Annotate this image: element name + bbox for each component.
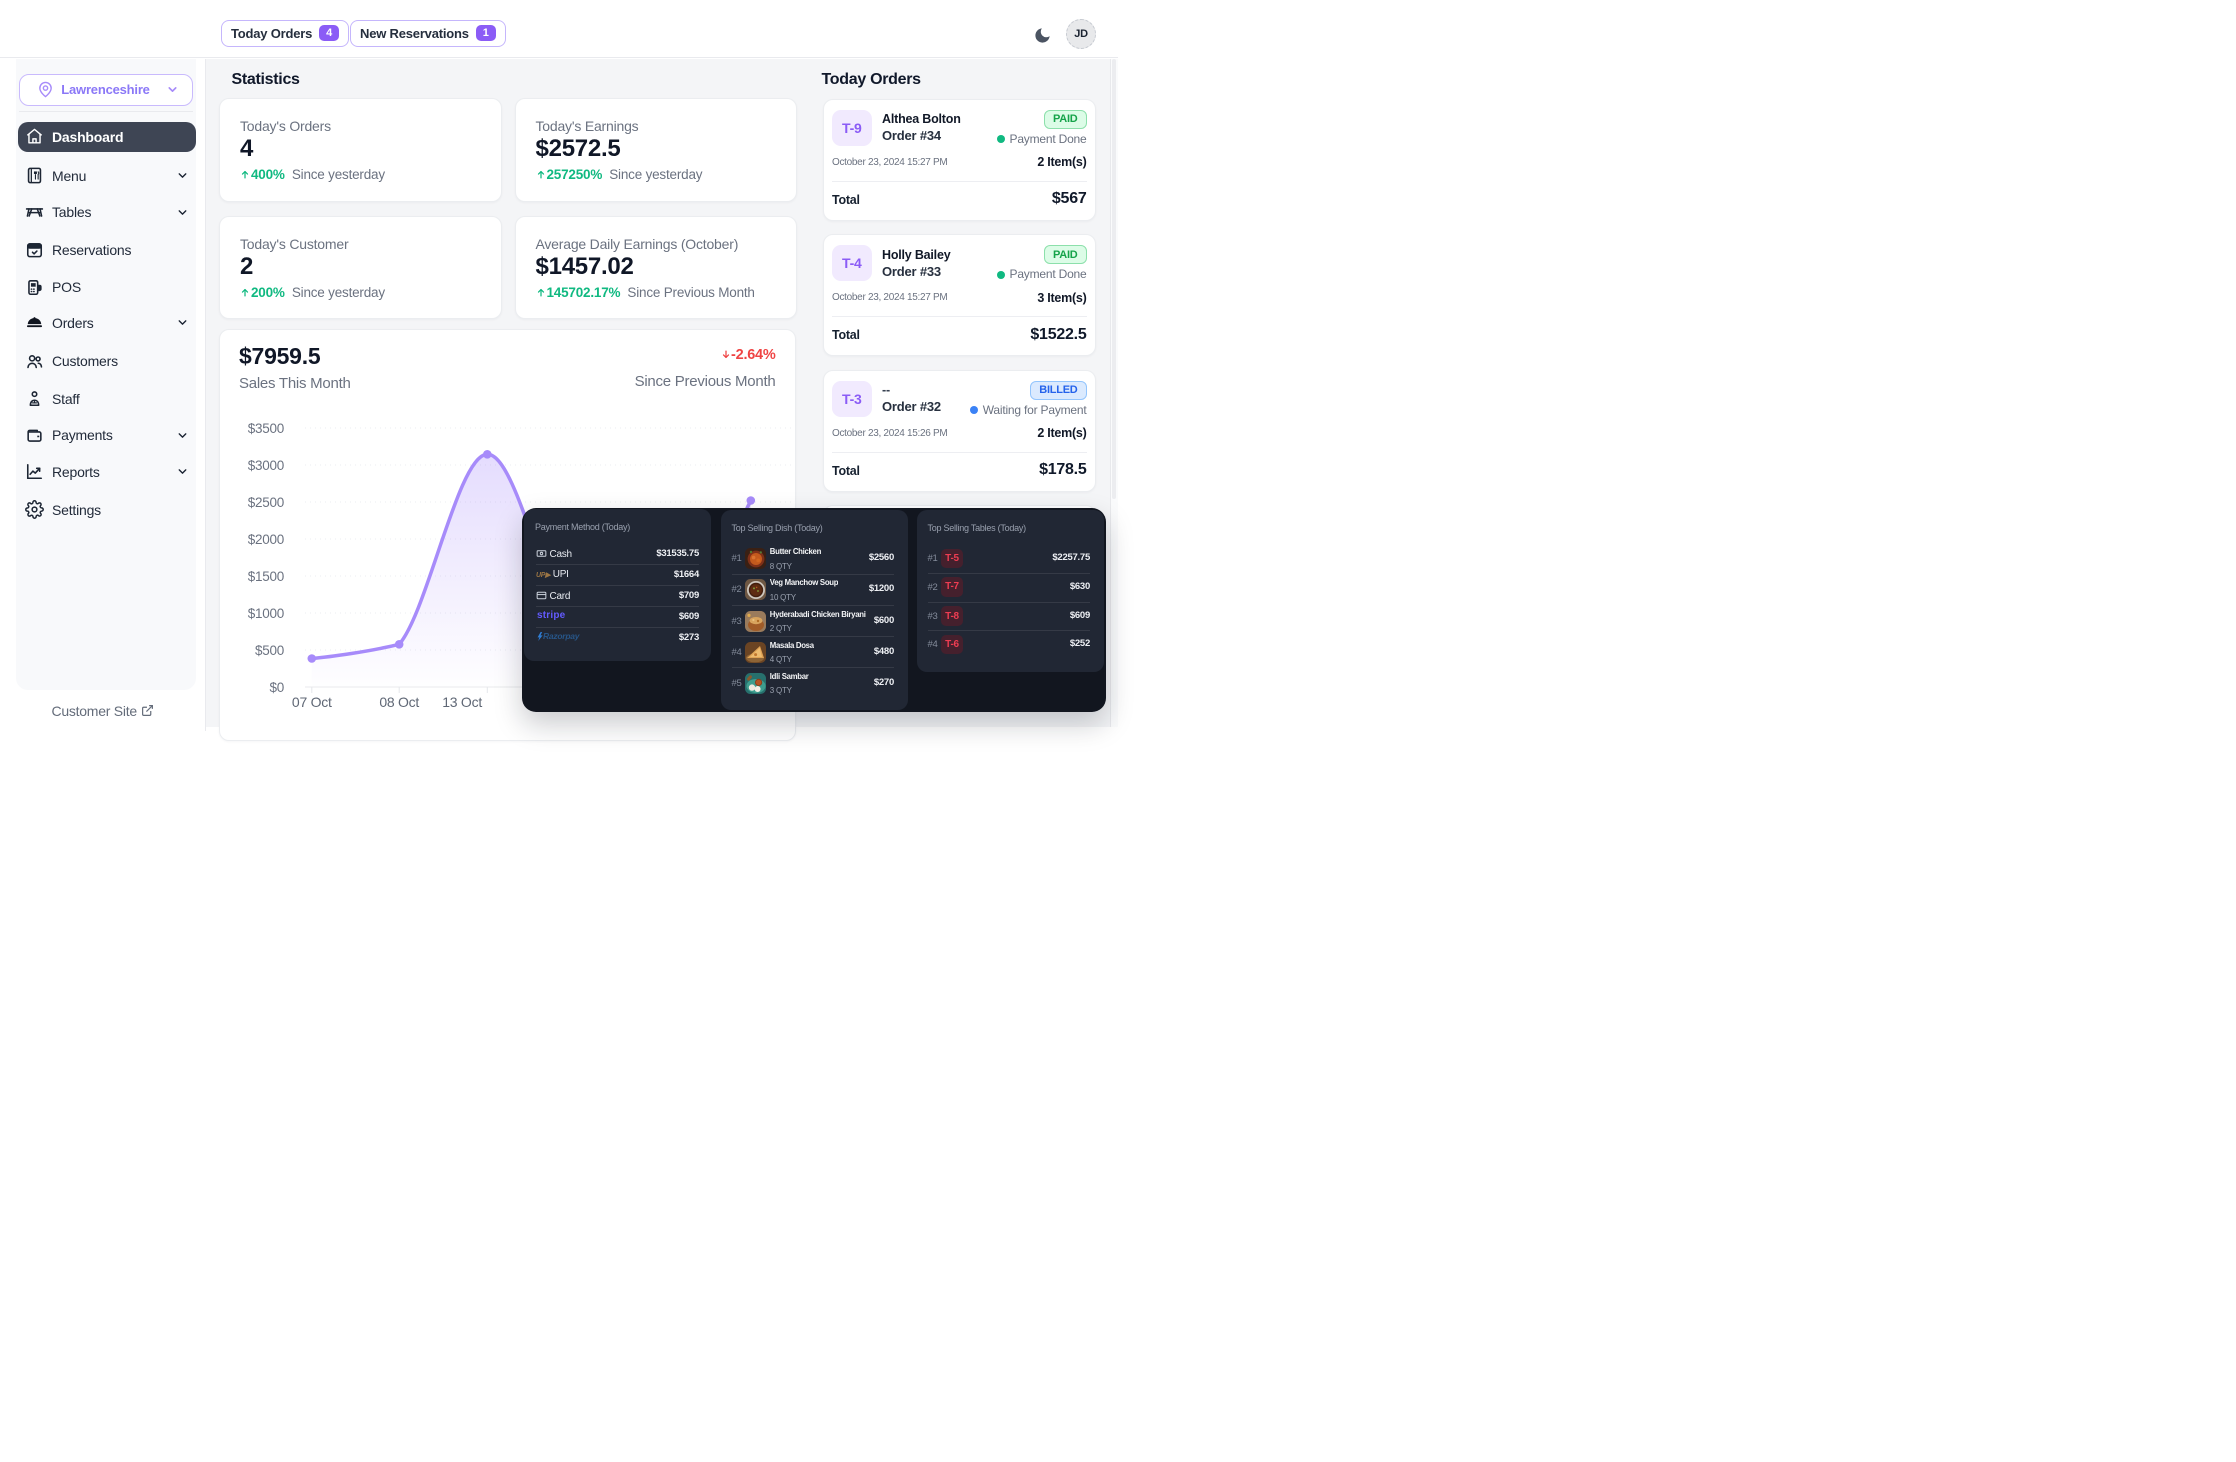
svg-text:08 Oct: 08 Oct — [379, 694, 419, 710]
svg-text:$0: $0 — [269, 680, 284, 695]
svg-text:$1500: $1500 — [248, 569, 284, 584]
svg-text:$3000: $3000 — [248, 458, 284, 473]
svg-text:$2000: $2000 — [248, 532, 284, 547]
svg-text:13 Oct: 13 Oct — [442, 694, 482, 710]
svg-text:$3500: $3500 — [248, 421, 284, 436]
svg-text:$2500: $2500 — [248, 495, 284, 510]
svg-text:$500: $500 — [255, 643, 284, 658]
svg-text:$1000: $1000 — [248, 606, 284, 621]
svg-text:07 Oct: 07 Oct — [292, 694, 332, 710]
